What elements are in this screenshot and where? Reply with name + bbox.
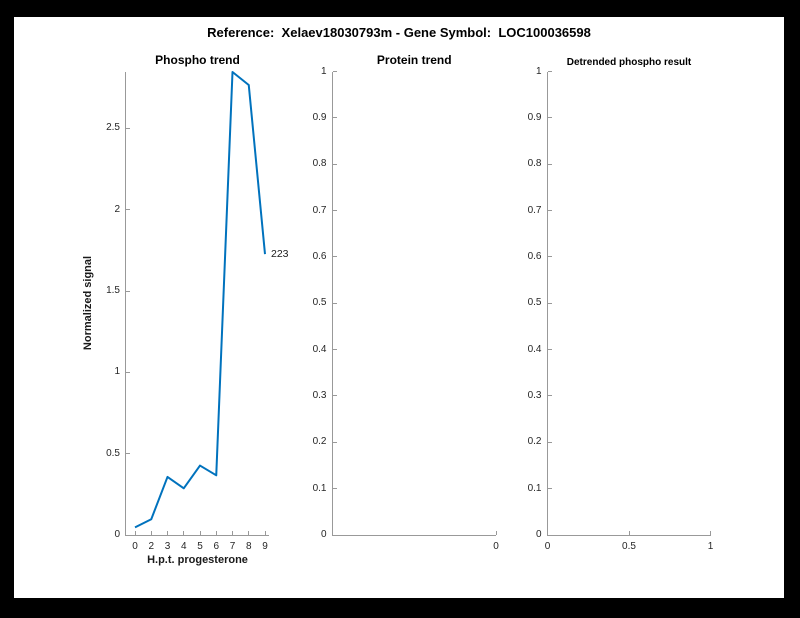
y-tick-label: 0.4 bbox=[312, 343, 327, 355]
y-tick-label: 0.6 bbox=[312, 250, 327, 262]
y-tick-label: 0.7 bbox=[527, 204, 542, 216]
x-tick-label: 0 bbox=[544, 541, 551, 552]
y-tick-label: 2 bbox=[114, 203, 120, 215]
y-tick-mark bbox=[126, 290, 130, 292]
x-tick-mark bbox=[495, 531, 497, 535]
x-tick-mark bbox=[248, 531, 250, 535]
y-tick-label: 0 bbox=[114, 529, 120, 540]
series-polyline bbox=[134, 70, 266, 528]
y-tick-mark bbox=[547, 395, 552, 397]
y-tick-mark bbox=[126, 371, 130, 373]
x-tick-mark bbox=[232, 531, 233, 535]
y-axis-label-normalized-signal: Normalized signal bbox=[82, 256, 94, 351]
y-tick-mark bbox=[126, 127, 130, 129]
figure-title: Reference: Xelaev18030793m - Gene Symbol… bbox=[207, 25, 591, 40]
x-tick-label: 3 bbox=[164, 541, 171, 552]
x-tick-mark bbox=[264, 531, 266, 535]
x-tick-label: 8 bbox=[245, 541, 252, 552]
y-tick-mark bbox=[332, 534, 337, 536]
y-tick-mark bbox=[547, 349, 552, 351]
x-tick-mark bbox=[199, 531, 201, 535]
phospho-trend-line-series bbox=[134, 70, 266, 528]
x-tick-mark bbox=[134, 531, 136, 535]
x-tick-label: 1 bbox=[707, 541, 714, 552]
y-tick-mark bbox=[332, 71, 337, 72]
y-tick-label: 0.5 bbox=[106, 447, 120, 459]
y-tick-mark bbox=[332, 256, 337, 258]
subplot-title-protein-trend: Protein trend bbox=[376, 52, 452, 67]
y-tick-mark bbox=[332, 210, 337, 212]
x-tick-label: 4 bbox=[180, 541, 187, 552]
y-tick-mark bbox=[547, 117, 552, 119]
x-tick-mark bbox=[710, 531, 711, 535]
figure-canvas: Reference: Xelaev18030793m - Gene Symbol… bbox=[14, 17, 784, 598]
y-tick-label: 0.2 bbox=[527, 436, 542, 448]
x-tick-mark bbox=[150, 531, 152, 535]
y-tick-mark bbox=[332, 163, 337, 165]
y-tick-label: 0.1 bbox=[527, 482, 542, 494]
x-tick-label: 0 bbox=[132, 541, 138, 552]
x-tick-label: 6 bbox=[213, 541, 220, 552]
y-tick-label: 2.5 bbox=[106, 122, 120, 134]
y-tick-mark bbox=[547, 163, 552, 165]
y-tick-label: 0.4 bbox=[527, 343, 542, 355]
y-tick-label: 0.9 bbox=[527, 111, 542, 123]
y-tick-label: 1 bbox=[535, 65, 542, 77]
y-tick-label: 0.2 bbox=[312, 436, 327, 448]
y-tick-label: 0.9 bbox=[312, 111, 327, 123]
y-tick-label: 0.1 bbox=[312, 482, 327, 494]
y-tick-mark bbox=[332, 488, 337, 490]
x-tick-mark bbox=[167, 531, 168, 535]
x-tick-mark bbox=[215, 531, 217, 535]
y-tick-label: 0.6 bbox=[527, 250, 542, 262]
subplot-protein-trend: Protein trend 0 0.1 0.2 0.3 0.4 0.5 0.6 0.7 0.8 0… bbox=[313, 53, 499, 553]
y-tick-label: 0.7 bbox=[312, 204, 327, 216]
y-tick-label: 1 bbox=[320, 65, 327, 77]
x-tick-label: 9 bbox=[262, 541, 268, 552]
x-tick-label: 7 bbox=[229, 541, 236, 552]
subplot-phospho-trend: Phospho trend Normalized signal H.p.t. p… bbox=[82, 53, 289, 567]
subplot-detrended-phospho-result: Detrended phospho result 0 0.1 0.2 0.3 0.4 0.… bbox=[528, 57, 714, 553]
x-tick-mark bbox=[628, 531, 630, 535]
x-tick-mark bbox=[547, 531, 548, 535]
x-tick-mark bbox=[183, 531, 185, 535]
y-tick-label: 0.8 bbox=[527, 158, 542, 170]
y-tick-label: 0.3 bbox=[312, 389, 327, 401]
y-tick-mark bbox=[332, 117, 337, 119]
y-tick-mark bbox=[547, 488, 552, 490]
y-tick-mark bbox=[332, 441, 337, 443]
y-tick-mark bbox=[547, 302, 552, 304]
y-tick-mark bbox=[547, 256, 552, 258]
y-tick-mark bbox=[126, 209, 130, 211]
x-tick-label: 0 bbox=[493, 541, 499, 552]
y-tick-label: 1 bbox=[114, 366, 120, 378]
y-tick-mark bbox=[332, 302, 337, 304]
y-tick-mark bbox=[126, 453, 130, 455]
y-tick-label: 0.8 bbox=[312, 158, 327, 170]
subplot-title-detrended-phospho-result: Detrended phospho result bbox=[566, 56, 692, 68]
y-tick-label: 1.5 bbox=[106, 285, 120, 297]
y-tick-label: 0.3 bbox=[527, 389, 542, 401]
x-tick-label: 0.5 bbox=[622, 541, 636, 552]
y-tick-mark bbox=[547, 441, 552, 443]
series-end-label: 223 bbox=[271, 247, 289, 260]
x-tick-label: 2 bbox=[148, 541, 155, 552]
y-tick-label: 0.5 bbox=[312, 297, 327, 309]
subplot-title-phospho-trend: Phospho trend bbox=[155, 52, 240, 67]
y-tick-label: 0.5 bbox=[527, 297, 542, 309]
y-tick-mark bbox=[547, 210, 552, 212]
y-tick-label: 0 bbox=[320, 529, 327, 540]
y-tick-mark bbox=[126, 534, 130, 536]
y-tick-mark bbox=[332, 349, 337, 351]
y-tick-mark bbox=[547, 534, 552, 536]
x-tick-label: 5 bbox=[197, 541, 203, 552]
y-tick-mark bbox=[332, 395, 337, 397]
y-tick-mark bbox=[547, 71, 552, 72]
x-axis-label-hpt-progesterone: H.p.t. progesterone bbox=[147, 554, 248, 566]
y-tick-label: 0 bbox=[535, 529, 542, 540]
